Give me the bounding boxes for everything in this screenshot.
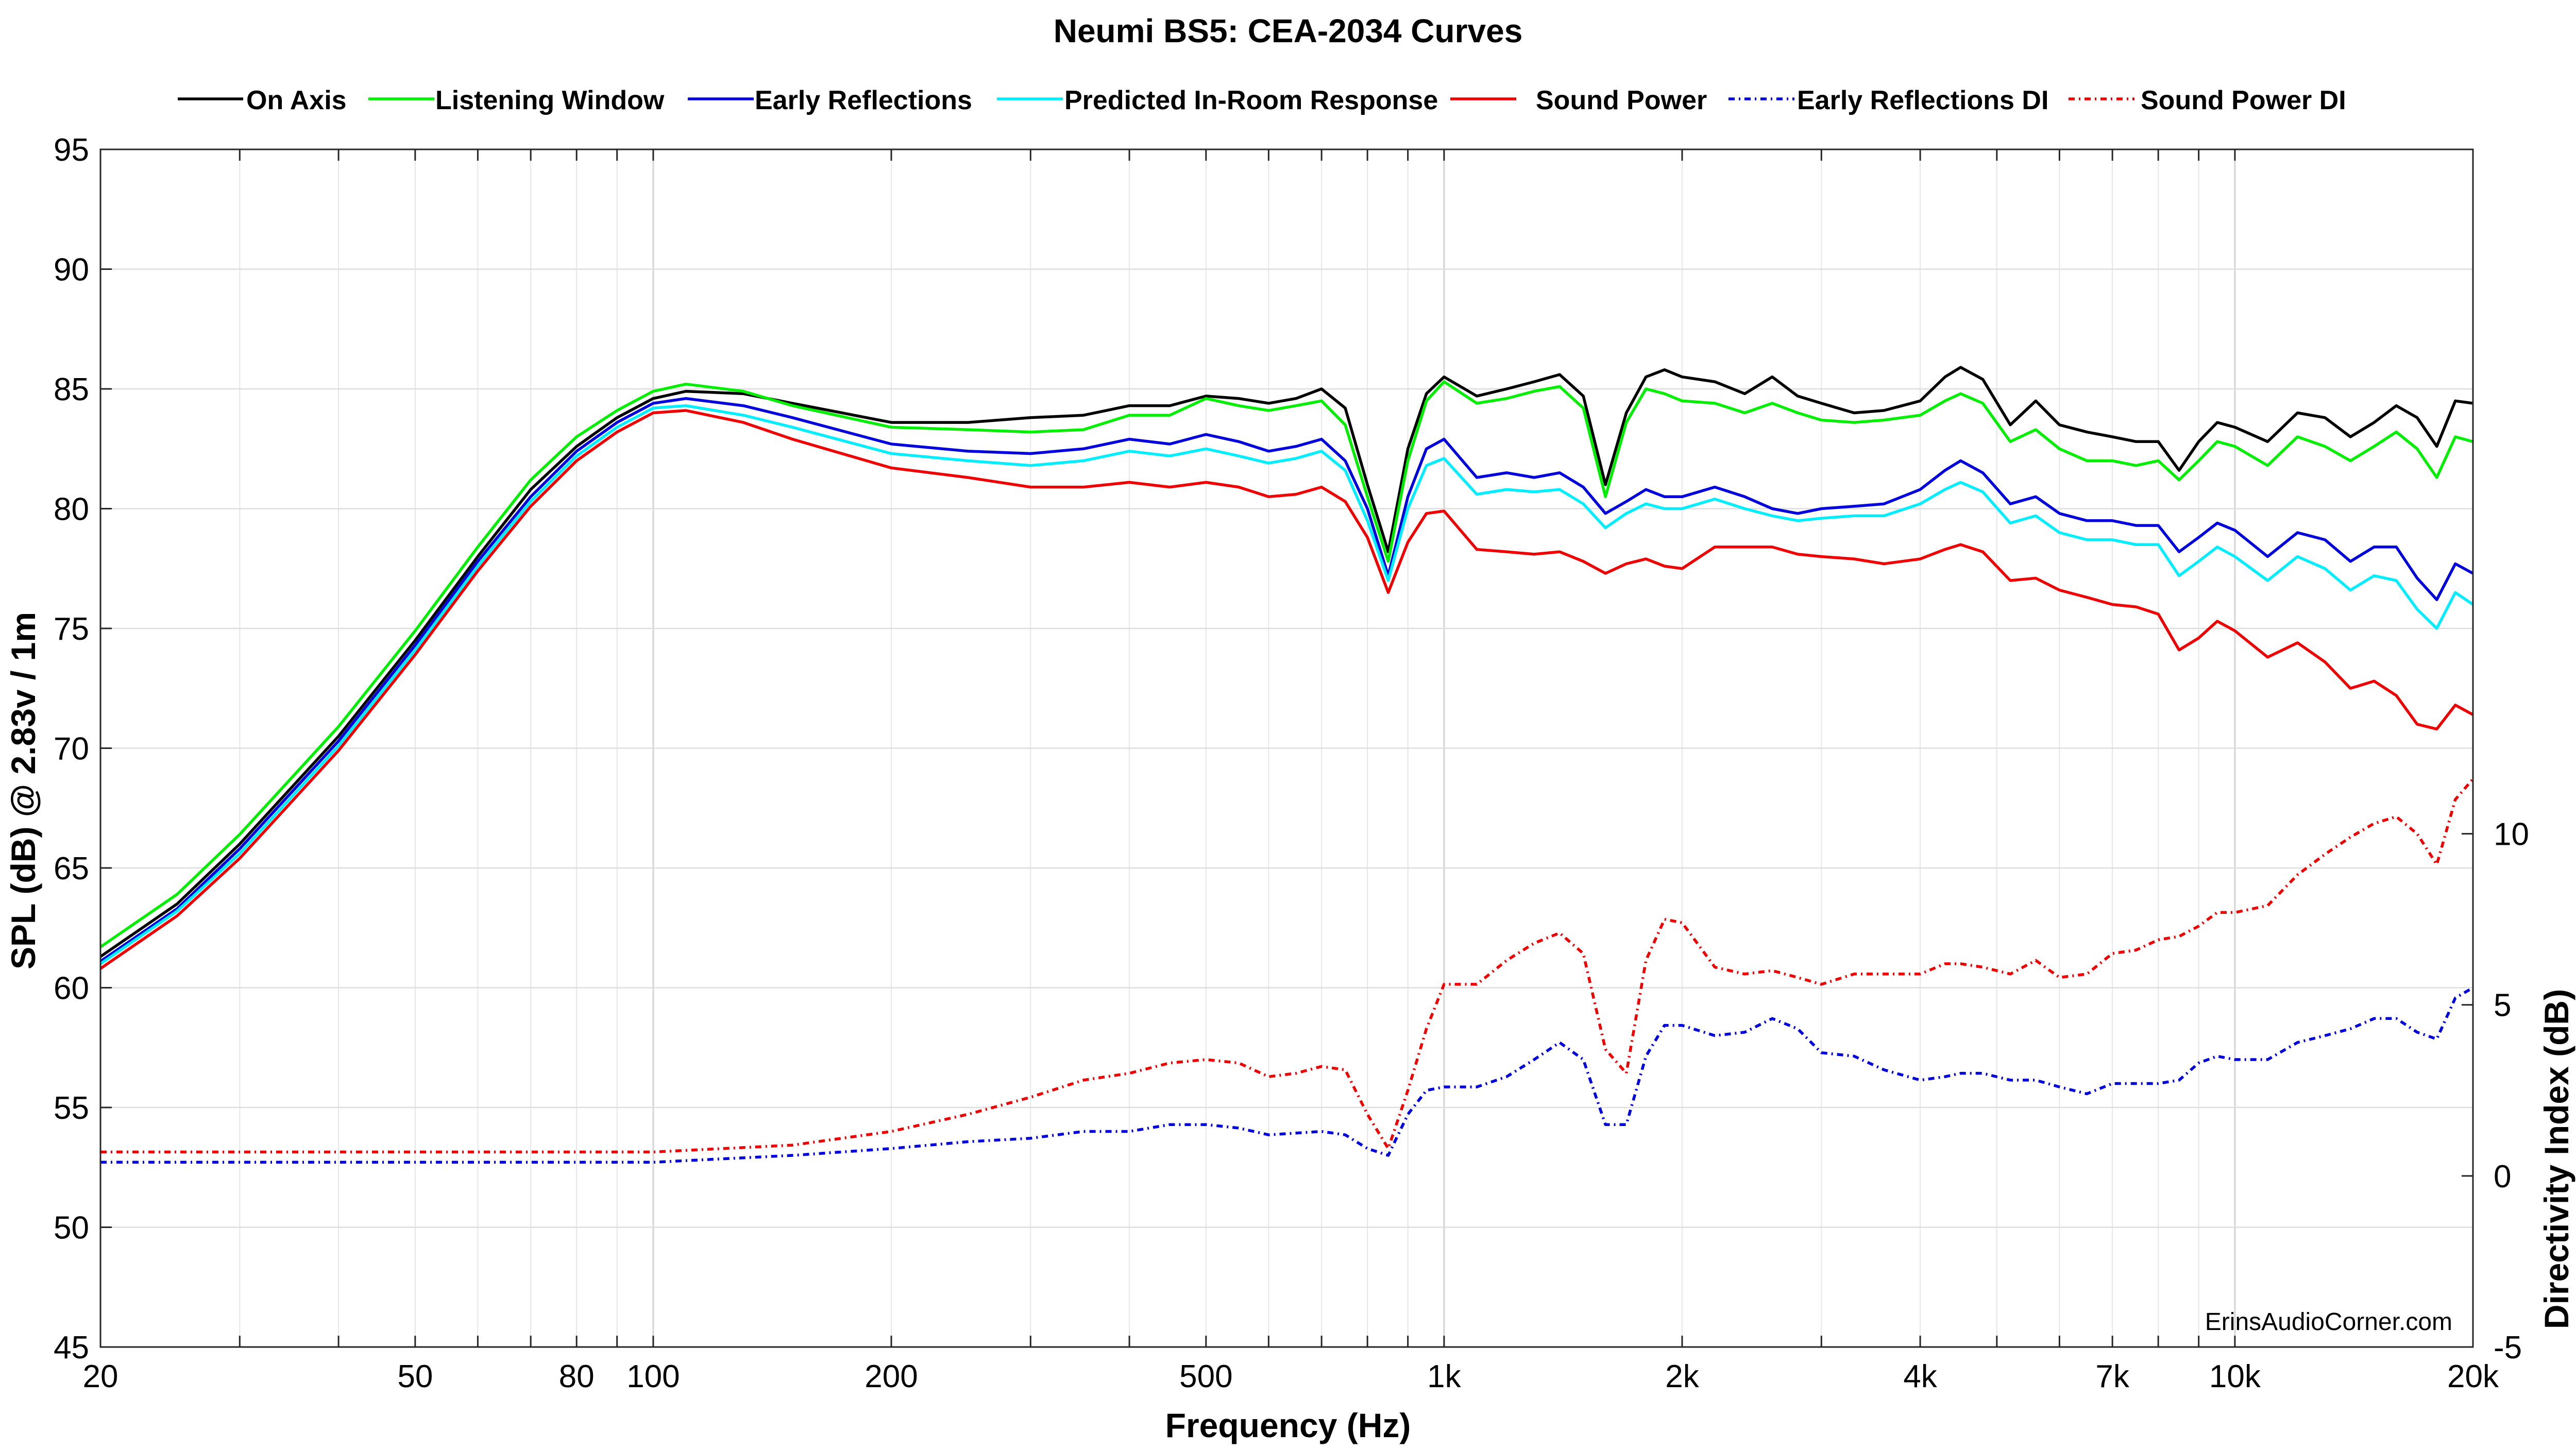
y-tick-label: 65 (54, 851, 89, 887)
y-tick-label: 50 (54, 1211, 89, 1246)
legend-label: Sound Power DI (2141, 86, 2346, 115)
x-tick-label: 500 (1179, 1359, 1232, 1394)
y-tick-label: 85 (54, 372, 89, 407)
y-axis-label: SPL (dB) @ 2.83v / 1m (4, 612, 42, 969)
y-tick-label: 60 (54, 971, 89, 1007)
y2-tick-label: 10 (2494, 817, 2529, 853)
y-tick-label: 80 (54, 492, 89, 527)
series-line-early-reflections-di (100, 986, 2473, 1164)
y-tick-label: 95 (54, 132, 89, 168)
x-tick-label: 50 (397, 1359, 433, 1394)
legend-label: Early Reflections (755, 86, 972, 115)
y2-tick-label: 5 (2494, 988, 2511, 1024)
ticks: 20 50 80 100 200 500 1k 2k 4k 7k 10k 20k45505560657… (54, 132, 2529, 1394)
legend-label: Predicted In-Room Response (1064, 86, 1438, 115)
y-tick-label: 90 (54, 252, 89, 288)
series-layer (100, 366, 2473, 1164)
series-line-listening-window (100, 380, 2473, 948)
legend-label: Sound Power (1536, 86, 1707, 115)
x-tick-label: 7k (2095, 1359, 2129, 1394)
x-axis-label: Frequency (Hz) (1165, 1406, 1411, 1444)
y-tick-label: 75 (54, 611, 89, 647)
legend-label: Listening Window (435, 86, 665, 115)
x-tick-label: 10k (2209, 1359, 2261, 1394)
legend: On Axis Listening Window Early Reflections… (178, 86, 2346, 115)
y2-tick-label: 0 (2494, 1159, 2511, 1195)
x-tick-label: 4k (1903, 1359, 1937, 1394)
grid (100, 149, 2473, 1347)
x-tick-label: 80 (559, 1359, 595, 1394)
series-line-on-axis (100, 366, 2473, 958)
x-tick-label: 20 (83, 1359, 118, 1394)
series-line-predicted-in-room-response (100, 404, 2473, 965)
x-tick-label: 1k (1427, 1359, 1461, 1394)
y-tick-label: 70 (54, 731, 89, 767)
legend-label: Early Reflections DI (1797, 86, 2048, 115)
x-tick-label: 20k (2447, 1359, 2499, 1394)
chart-title: Neumi BS5: CEA-2034 Curves (1054, 12, 1523, 49)
x-tick-label: 100 (626, 1359, 680, 1394)
x-tick-label: 2k (1665, 1359, 1699, 1394)
y2-tick-label: -5 (2494, 1330, 2522, 1366)
legend-label: On Axis (246, 86, 347, 115)
y-tick-label: 45 (54, 1330, 89, 1366)
x-tick-label: 200 (865, 1359, 918, 1394)
series-line-early-reflections (100, 397, 2473, 963)
y-tick-label: 55 (54, 1090, 89, 1126)
series-line-sound-power (100, 409, 2473, 970)
watermark-text: ErinsAudioCorner.com (2205, 1308, 2452, 1336)
y2-axis-label: Directivity Index (dB) (2537, 989, 2575, 1329)
